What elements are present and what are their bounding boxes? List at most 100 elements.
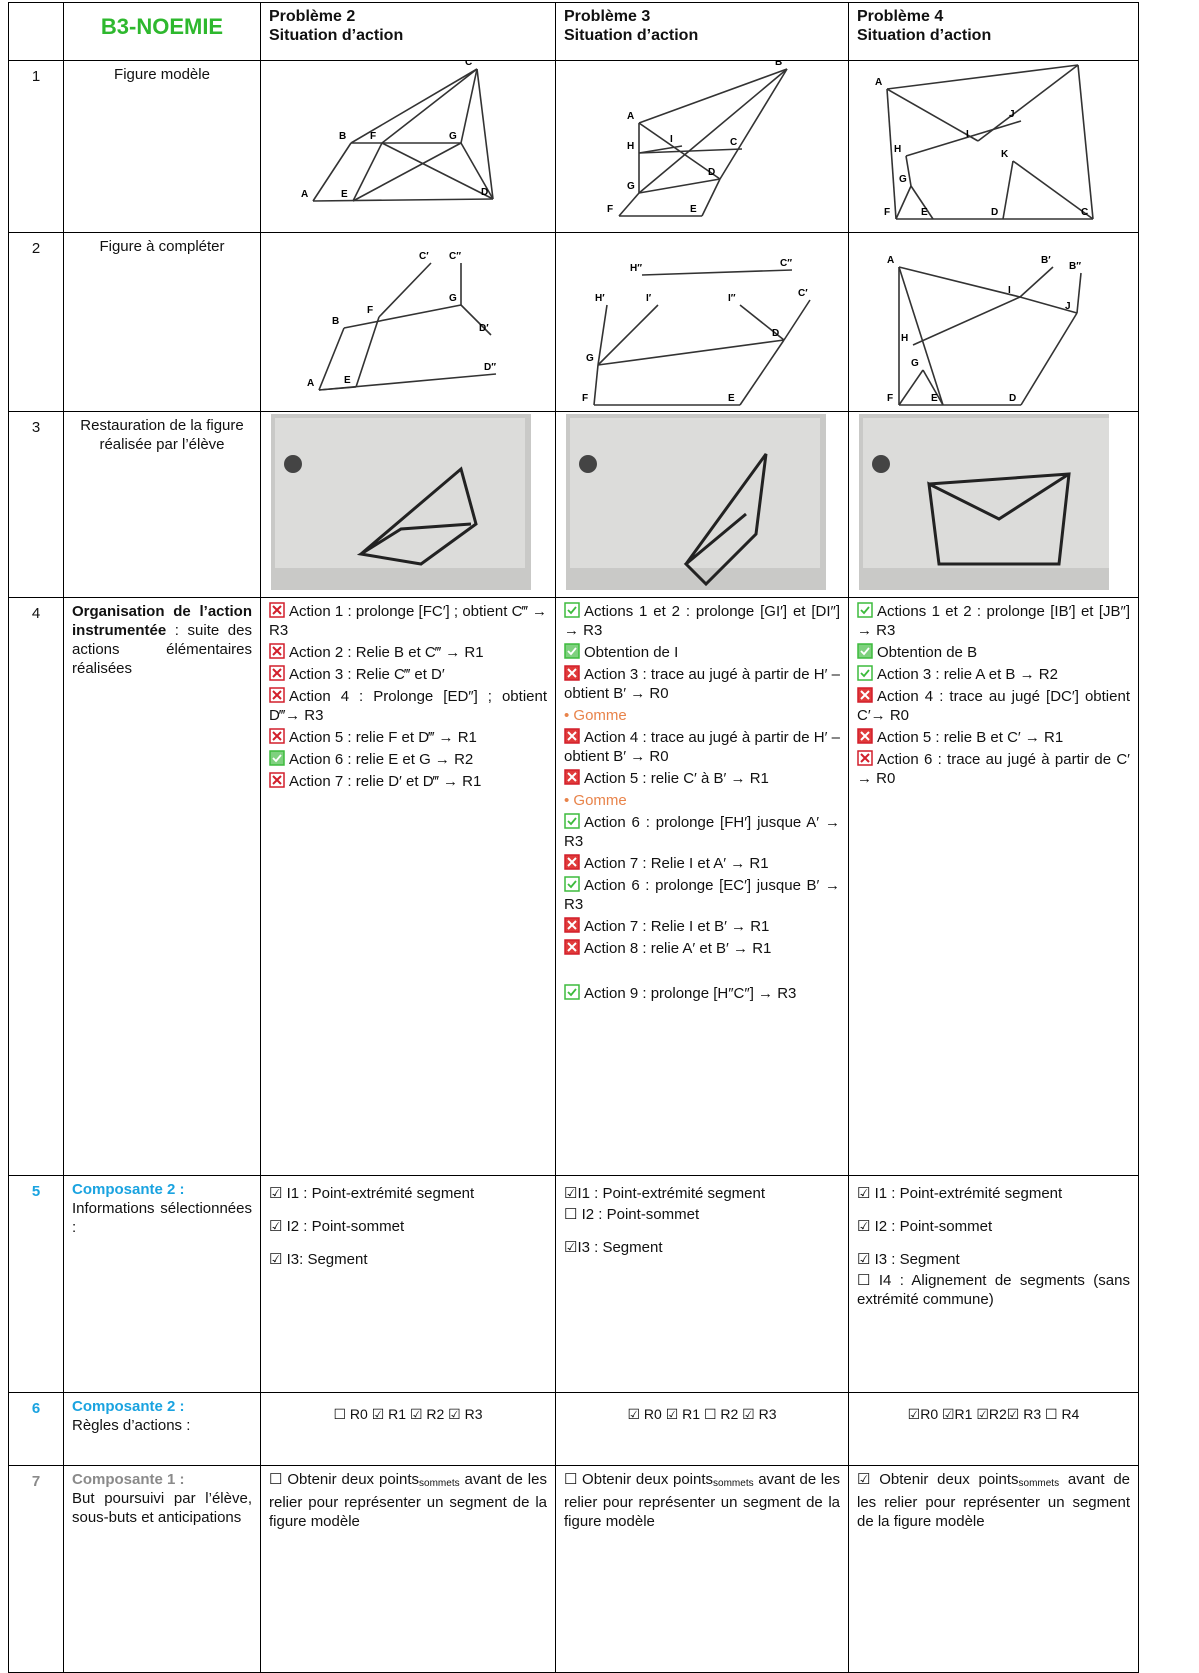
- column-title: Problème 4: [857, 8, 944, 25]
- icon-cross: [567, 668, 577, 678]
- column-title: Problème 2: [269, 8, 356, 25]
- figure-segment: [1019, 296, 1078, 314]
- action-text: Action 3 : Relie C‴ et D′: [289, 666, 445, 683]
- action-item: Action 4 : trace au jugé à partir de H′ …: [564, 728, 840, 766]
- action-item: Action 3 : Relie C‴ et D′: [269, 665, 547, 684]
- figure-segment: [905, 155, 912, 187]
- figure-label: J: [1009, 109, 1015, 120]
- status-icon: [269, 728, 285, 744]
- figure-label: E: [690, 204, 697, 215]
- information-item: ☑ I2 : Point-sommet: [269, 1218, 405, 1235]
- figure-label: K: [1001, 149, 1009, 160]
- figure-label: F: [887, 393, 893, 404]
- figure-label: F: [367, 305, 373, 316]
- figure-segment: [1002, 160, 1014, 220]
- photo-icon: [872, 455, 890, 473]
- goal-text: avant de les relier pour représenter un …: [857, 1471, 1130, 1530]
- status-icon: [857, 602, 873, 618]
- photo-cell: [555, 411, 849, 598]
- row-label: Figure à compléter: [99, 238, 225, 255]
- row-number: 4: [31, 605, 41, 622]
- figure-label: E: [921, 207, 928, 218]
- goal-cell: ☑ Obtenir deux pointssommets avant de le…: [848, 1465, 1139, 1673]
- figure-label: D″: [484, 362, 496, 373]
- action-text: Action 7 : Relie I et B′ → R1: [584, 918, 770, 935]
- rules-cell: ☑ R0 ☑ R1 ☐ R2 ☑ R3: [555, 1392, 849, 1466]
- goal-subscript: sommets: [713, 1478, 754, 1489]
- figure-segment: [739, 339, 785, 406]
- action-item: Action 5 : relie B et C′ → R1: [857, 728, 1130, 747]
- student-photo: [566, 414, 826, 590]
- row-label-cell: Organisation de l’action instrumentée : …: [63, 597, 261, 1176]
- photo-drawing: [927, 472, 1071, 566]
- icon-box: [564, 984, 580, 1000]
- action-item: Action 6 : prolonge [FH′] jusque A′ → R3: [564, 813, 840, 851]
- figure-segment: [1076, 272, 1082, 314]
- figure-label: B′: [1041, 255, 1051, 266]
- goal-text: ☐ Obtenir deux points: [564, 1471, 714, 1488]
- information-cell: ☑I1 : Point-extrémité segment ☐ I2 : Poin…: [555, 1175, 849, 1393]
- figure-segment: [886, 64, 1079, 90]
- figure-label: C: [465, 61, 472, 68]
- icon-check: [567, 880, 577, 889]
- row-number-cell: 1: [8, 60, 64, 233]
- icon-cross: [272, 731, 282, 741]
- column-header: Problème 3 Situation d’action: [555, 2, 849, 61]
- figure-label: A: [307, 378, 314, 389]
- figure-segment: [312, 142, 352, 202]
- row-label-cell: Figure à compléter: [63, 232, 261, 412]
- table-row: 6 Composante 2 : Règles d’actions : ☐ R0 ☑ …: [8, 1392, 1139, 1466]
- action-text: Action 6 : prolonge [FH′] jusque A′ → R3: [564, 814, 840, 850]
- status-icon: [857, 665, 873, 681]
- status-icon: [564, 643, 580, 659]
- figure-segment: [638, 68, 788, 194]
- figure-label: I: [1008, 285, 1011, 296]
- table-row: 1 Figure modèle C B F G A E D B A H C D G F E I A B I J H K G F E D…: [8, 60, 1139, 233]
- row-label-cell: Composante 2 : Règles d’actions :: [63, 1392, 261, 1466]
- figure-segment: [350, 68, 478, 144]
- row-number: 5: [31, 1183, 41, 1200]
- action-item: Obtention de B: [857, 643, 1130, 662]
- figure-segment: [638, 178, 721, 194]
- figure-segment: [597, 304, 608, 366]
- icon-check: [860, 606, 870, 615]
- figure-label: C′: [798, 288, 808, 299]
- figure-cell: C′ C″ G D′ B F A E D″: [260, 232, 556, 412]
- information-item: ☑ I3 : Segment: [857, 1251, 960, 1268]
- status-icon: [564, 939, 580, 955]
- action-item: Action 4 : Prolonge [ED″] ; obtient D‴→ …: [269, 687, 547, 725]
- figure-segment: [318, 327, 345, 391]
- status-icon: [564, 876, 580, 892]
- icon-cross: [567, 857, 577, 867]
- goal-subscript: sommets: [419, 1478, 460, 1489]
- action-text: Actions 1 et 2 : prolonge [IB′] et [JB″]…: [857, 603, 1130, 639]
- icon-cross: [860, 731, 870, 741]
- figure-segment: [352, 142, 383, 202]
- icon-cross: [272, 690, 282, 700]
- action-text: Action 3 : relie A et B → R2: [877, 666, 1058, 683]
- photo-cell: [848, 411, 1139, 598]
- figure-label: G: [449, 131, 457, 142]
- figure-label: B: [1066, 61, 1073, 64]
- figure-segment: [701, 178, 721, 217]
- status-icon: [857, 643, 873, 659]
- figure-segment: [898, 266, 944, 406]
- action-text: Action 4 : Prolonge [ED″] ; obtient D‴→ …: [269, 688, 547, 724]
- table: B3-NOEMIE Problème 2 Situation d’action Pro…: [8, 2, 1139, 1673]
- status-icon: [857, 750, 873, 766]
- figure-segment: [355, 316, 380, 388]
- action-text: Actions 1 et 2 : prolonge [GI′] et [DI″]…: [564, 603, 840, 639]
- figure-label: D: [772, 328, 779, 339]
- action-text: Action 1 : prolonge [FC′] ; obtient C‴ →…: [269, 603, 547, 639]
- figure-segment: [641, 269, 793, 276]
- row-label-cell: Figure modèle: [63, 60, 261, 233]
- row-label-rest: : suite des actions élémentaires réalisé…: [72, 622, 252, 677]
- goal-text: ☐ Obtenir deux points: [269, 1471, 420, 1488]
- action-text: Action 5 : relie F et D‴ → R1: [289, 729, 477, 746]
- row-label-bold: Composante 2 :: [72, 1398, 185, 1415]
- action-item: • Gomme: [564, 791, 840, 810]
- action-text: Obtention de B: [877, 644, 978, 661]
- action-item: Action 3 : trace au jugé à partir de H′ …: [564, 665, 840, 703]
- figure-label: E: [931, 393, 938, 404]
- figure-label: D: [481, 187, 488, 198]
